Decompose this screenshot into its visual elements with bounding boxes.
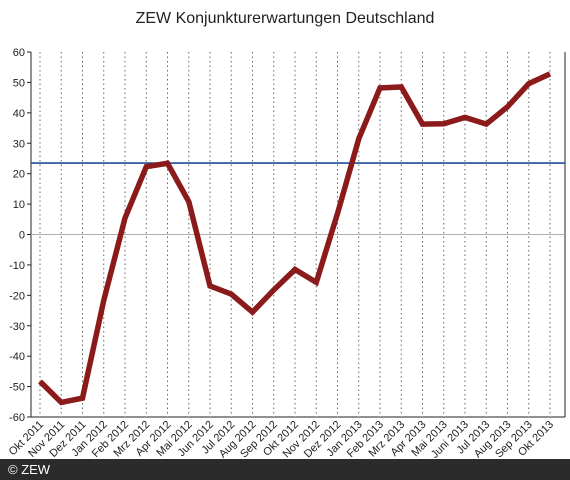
y-tick-label: -60 — [9, 412, 25, 424]
y-tick-label: 40 — [13, 108, 25, 120]
line-chart: 60 50 40 30 20 10 0 -10 -20 -30 -40 -50 -60 Okt 2011… — [7, 47, 566, 459]
y-tick-label: -50 — [9, 382, 25, 394]
y-tick-label: -20 — [9, 290, 25, 302]
y-tick-label: 0 — [19, 230, 25, 242]
series-layer — [38, 71, 552, 406]
y-tick-label: 20 — [13, 169, 25, 181]
grid-layer — [30, 52, 566, 418]
y-tick-label: 30 — [13, 138, 25, 150]
y-tick-label: -10 — [9, 260, 25, 272]
y-tick-label: 60 — [13, 47, 25, 59]
series-line — [38, 71, 552, 406]
y-axis-ticks: 60 50 40 30 20 10 0 -10 -20 -30 -40 -50 -60 — [9, 47, 31, 424]
chart-title: ZEW Konjunkturerwartungen Deutschland — [135, 10, 435, 27]
copyright-footer: © ZEW — [0, 459, 570, 480]
y-tick-label: 50 — [13, 77, 25, 89]
y-tick-label: -40 — [9, 351, 25, 363]
y-tick-label: 10 — [13, 199, 25, 211]
y-tick-label: -30 — [9, 321, 25, 333]
